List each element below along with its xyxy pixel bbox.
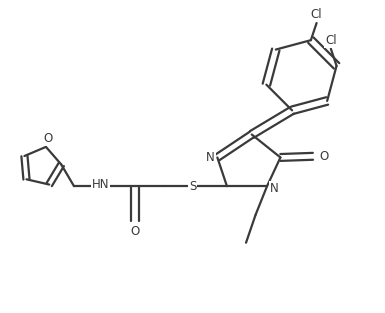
Text: Cl: Cl: [325, 34, 336, 47]
Text: Cl: Cl: [311, 8, 322, 21]
Text: S: S: [189, 180, 196, 192]
Text: O: O: [319, 150, 328, 163]
Text: N: N: [206, 151, 215, 164]
Text: N: N: [270, 182, 278, 195]
Text: HN: HN: [92, 178, 109, 191]
Text: O: O: [43, 132, 52, 145]
Text: O: O: [131, 225, 140, 238]
